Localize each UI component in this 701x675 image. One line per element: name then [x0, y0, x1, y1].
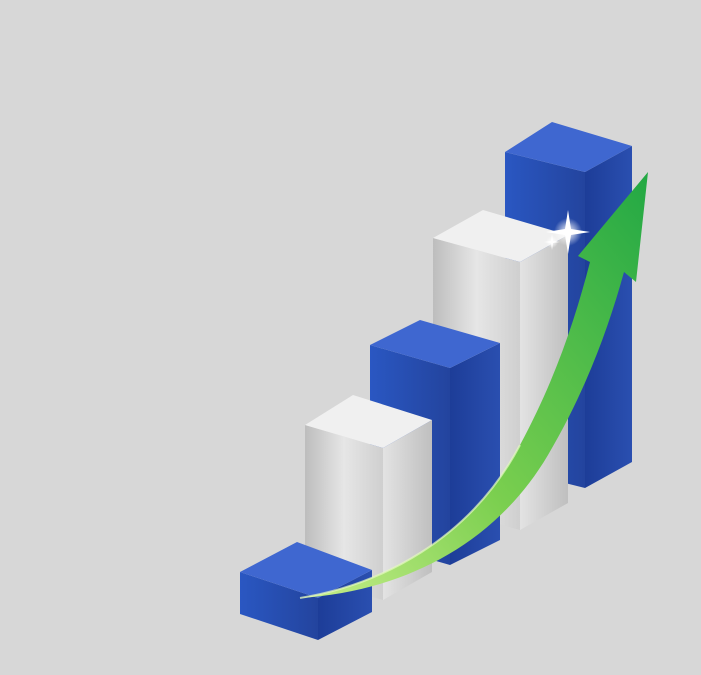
growth-arrow-icon: [299, 172, 648, 599]
sparkle-icon: [544, 210, 590, 254]
